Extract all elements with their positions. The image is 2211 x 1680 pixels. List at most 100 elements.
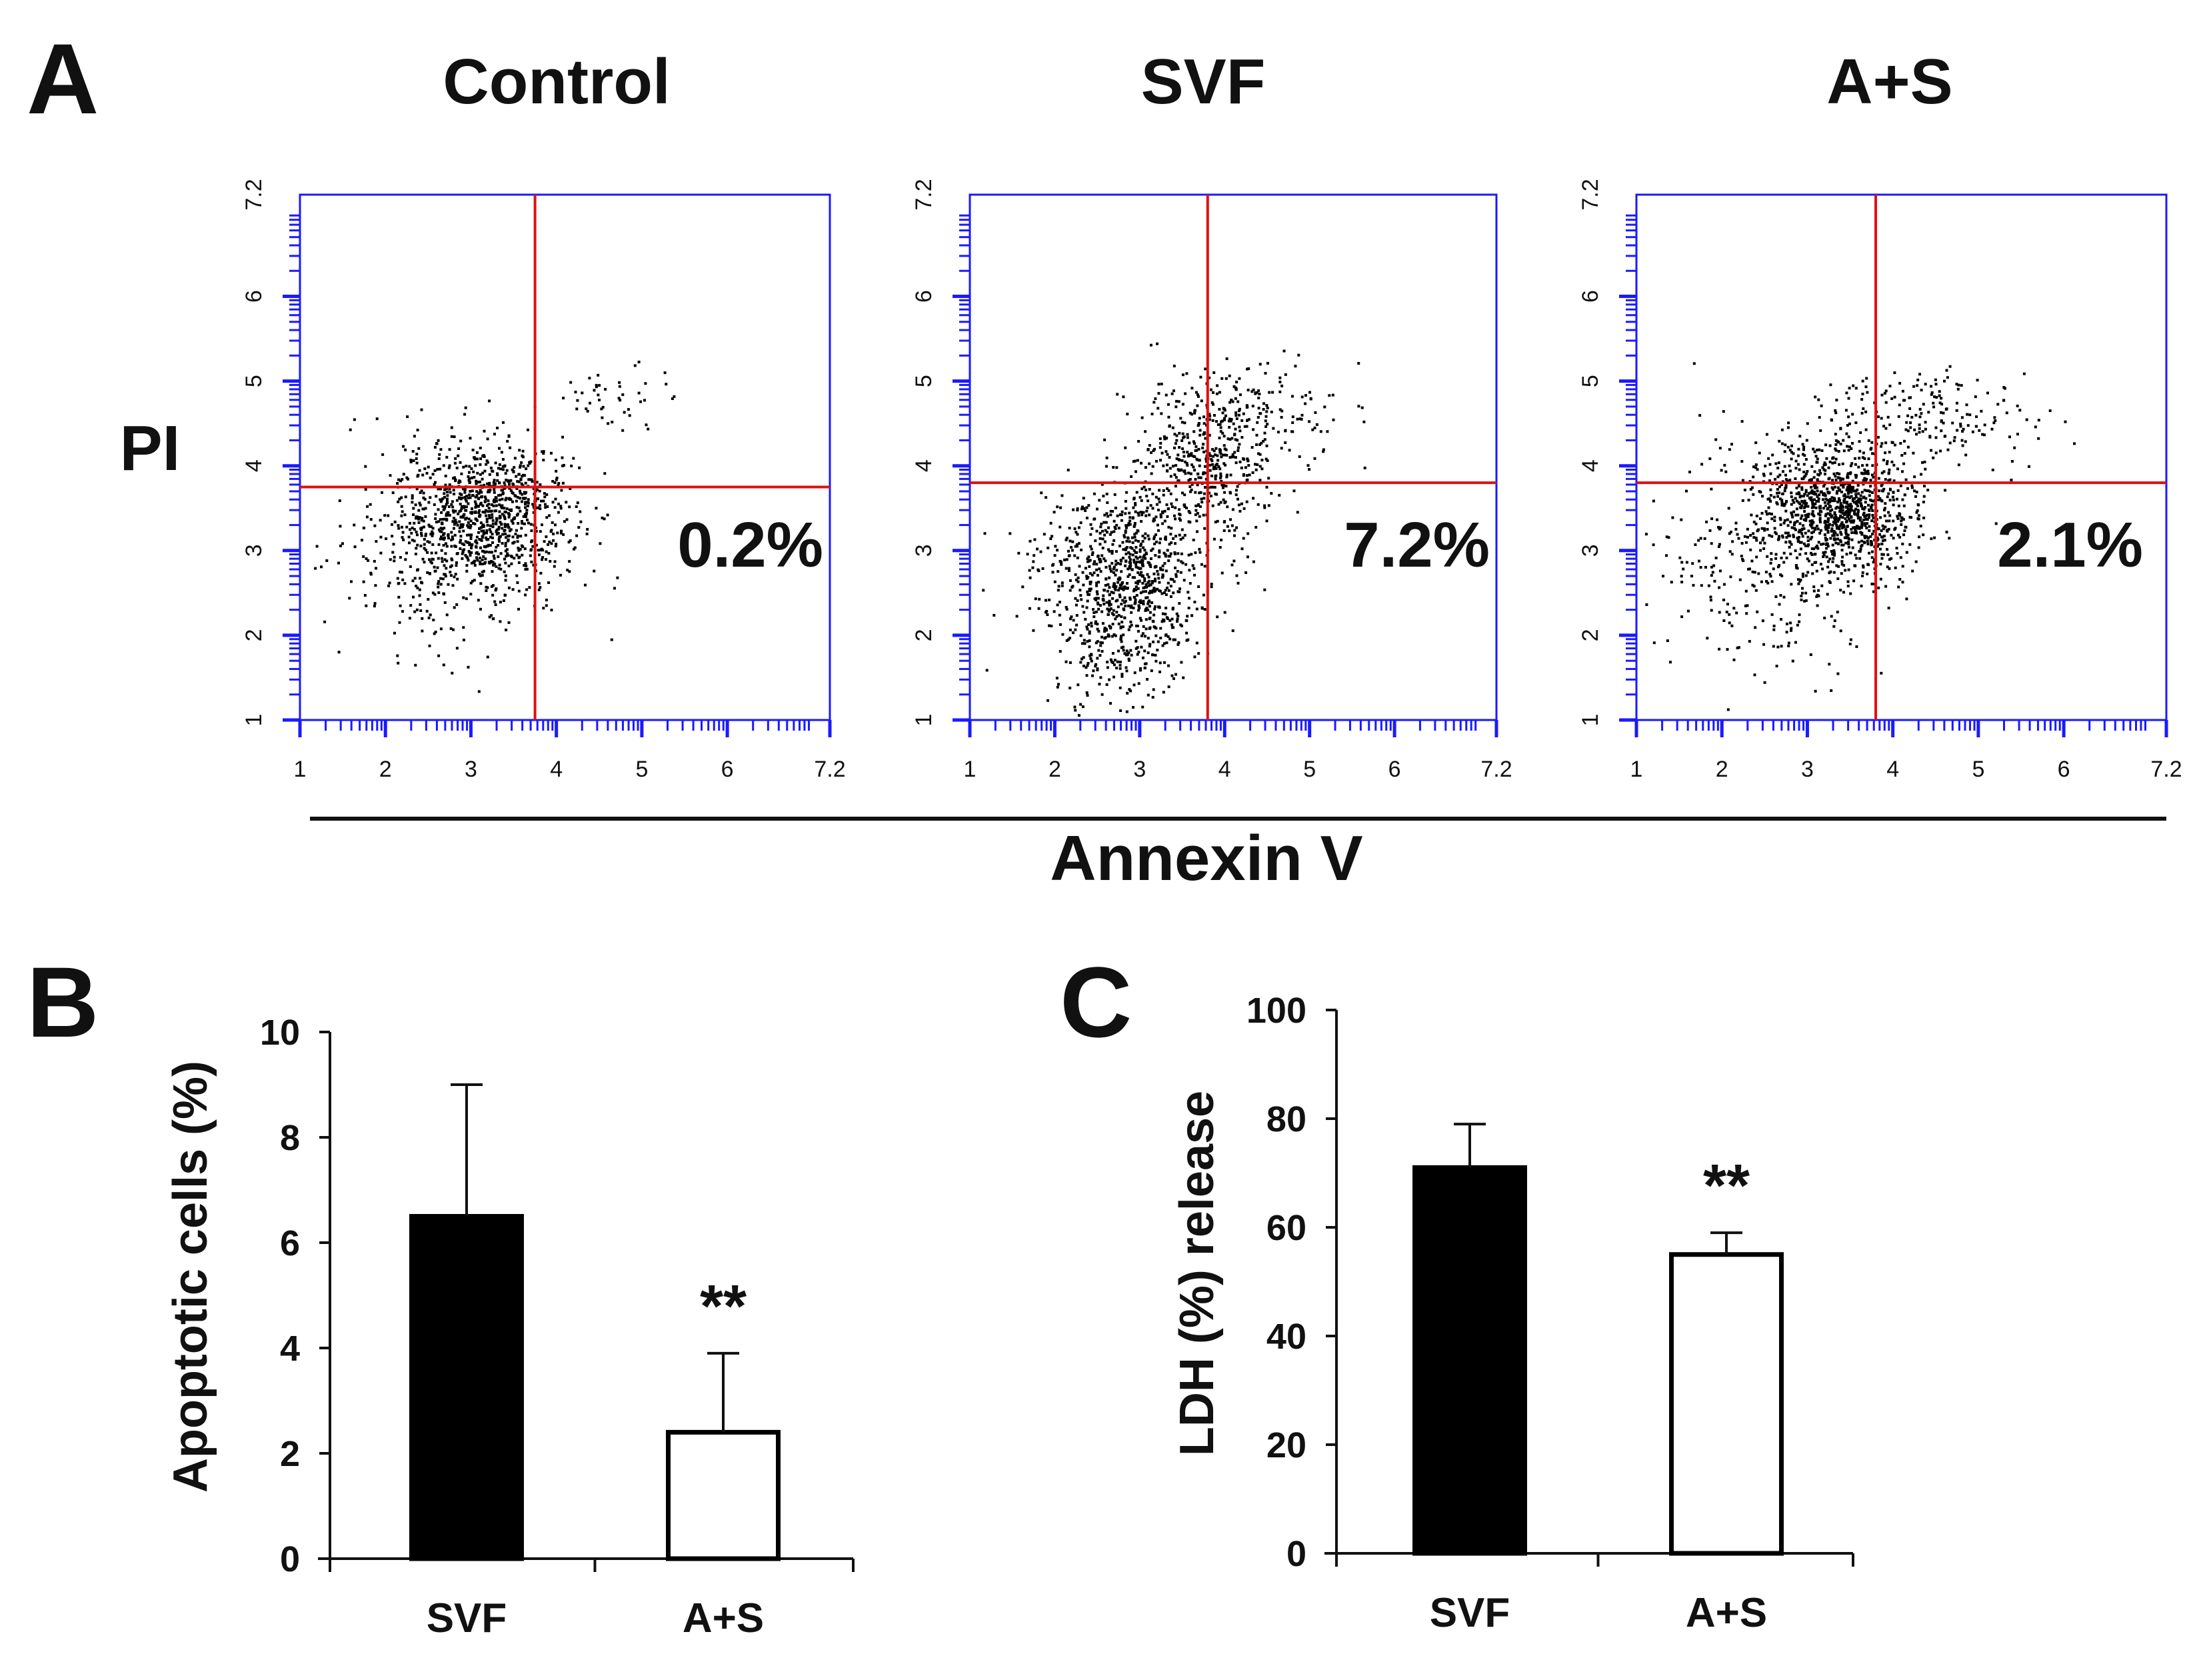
flow-dot: [1818, 517, 1822, 520]
flow-dot: [1792, 533, 1795, 537]
flow-dot: [1871, 550, 1874, 553]
flow-y-tick-label: 1: [1578, 714, 1603, 727]
flow-dot: [1134, 647, 1138, 650]
flow-dot: [473, 522, 477, 525]
flow-dot: [1862, 564, 1864, 567]
flow-dot: [1888, 478, 1892, 481]
flow-dot: [1214, 492, 1217, 495]
flow-dot: [1877, 543, 1880, 546]
flow-dot: [1121, 645, 1124, 649]
flow-dot: [443, 488, 447, 491]
flow-dot: [1722, 598, 1725, 601]
flow-dot: [445, 517, 449, 521]
flow-dot: [1172, 389, 1175, 393]
flow-dot: [1826, 593, 1829, 596]
flow-dot: [593, 389, 596, 392]
flow-dot: [1841, 516, 1844, 519]
flow-y-tick-label: 6: [241, 290, 267, 303]
flow-dot: [598, 399, 601, 401]
flow-dot: [1770, 613, 1774, 616]
flow-dot: [1049, 521, 1053, 525]
flow-dot: [488, 517, 491, 519]
flow-dot: [569, 539, 572, 542]
flow-dot: [423, 467, 427, 471]
flow-dot: [1250, 446, 1254, 449]
flow-dot: [497, 467, 500, 470]
flow-dot: [546, 505, 549, 508]
flow-dot: [465, 555, 469, 559]
bar: [1412, 1165, 1527, 1556]
flow-dot: [487, 507, 491, 510]
flow-dot: [415, 608, 419, 611]
flow-dot: [1141, 535, 1144, 537]
flow-dot: [575, 505, 578, 508]
flow-dot: [420, 408, 423, 411]
flow-dot: [1173, 433, 1176, 436]
flow-dot: [1242, 474, 1245, 477]
flow-dot: [1816, 457, 1819, 461]
bar-y-tick-label: 80: [1266, 1099, 1306, 1139]
flow-dot: [482, 569, 485, 573]
flow-dot: [448, 483, 451, 487]
flow-dot: [1181, 491, 1184, 495]
flow-dot: [1965, 403, 1968, 407]
flow-dot: [1147, 584, 1150, 587]
flow-dot: [1246, 459, 1250, 463]
flow-dot: [1800, 500, 1804, 503]
flow-dot: [1129, 606, 1132, 609]
flow-dot: [1196, 459, 1199, 461]
flow-dot: [1813, 491, 1816, 494]
flow-dot: [1134, 555, 1138, 559]
flow-dot: [491, 584, 495, 587]
flow-dot: [1847, 568, 1850, 571]
flow-dot: [1790, 491, 1793, 495]
flow-dot: [1804, 531, 1807, 535]
flow-dot: [438, 453, 441, 456]
flow-dot: [1107, 548, 1110, 551]
flow-dot: [671, 397, 674, 400]
flow-dot: [1129, 561, 1132, 565]
flow-dot: [415, 585, 418, 587]
flow-dot: [1181, 536, 1184, 539]
flow-dot: [539, 549, 542, 552]
flow-dot: [1832, 532, 1836, 535]
flow-dot: [1196, 404, 1199, 407]
flow-dot: [1114, 617, 1117, 621]
flow-dot: [1782, 470, 1784, 473]
flow-dot: [1765, 433, 1768, 436]
flow-dot: [353, 545, 357, 549]
flow-dot: [1075, 579, 1078, 581]
flow-dot: [1730, 553, 1734, 556]
flow-dot: [411, 497, 414, 500]
flow-dot: [419, 609, 423, 612]
flow-dot: [1264, 457, 1268, 461]
flow-dot: [1162, 435, 1166, 438]
flow-dot: [1810, 535, 1814, 539]
flow-dot: [1238, 407, 1241, 411]
flow-dot: [1120, 640, 1123, 643]
flow-dot: [1120, 673, 1124, 676]
flow-dot: [1834, 475, 1837, 478]
flow-dot: [478, 557, 481, 559]
flow-dot: [1718, 543, 1721, 546]
flow-dot: [1059, 601, 1061, 604]
flow-dot: [1850, 505, 1853, 508]
flow-dot: [442, 538, 445, 541]
flow-dot: [550, 542, 553, 545]
flow-dot: [1148, 645, 1151, 648]
flow-dot: [1144, 627, 1148, 631]
flow-x-tick-label: 2: [379, 757, 392, 782]
flow-dot: [455, 603, 459, 606]
flow-dot: [1851, 441, 1854, 445]
flow-dot: [443, 601, 447, 604]
flow-dot: [1896, 515, 1899, 518]
flow-dot: [1776, 495, 1780, 498]
flow-dot: [1115, 667, 1118, 669]
flow-dot: [1152, 537, 1156, 541]
flow-dot: [521, 521, 524, 525]
flow-dot: [1780, 574, 1784, 577]
flow-dot: [1146, 602, 1150, 605]
flow-dot: [1855, 474, 1858, 477]
flow-dot: [525, 509, 529, 512]
flow-dot: [1264, 415, 1268, 418]
